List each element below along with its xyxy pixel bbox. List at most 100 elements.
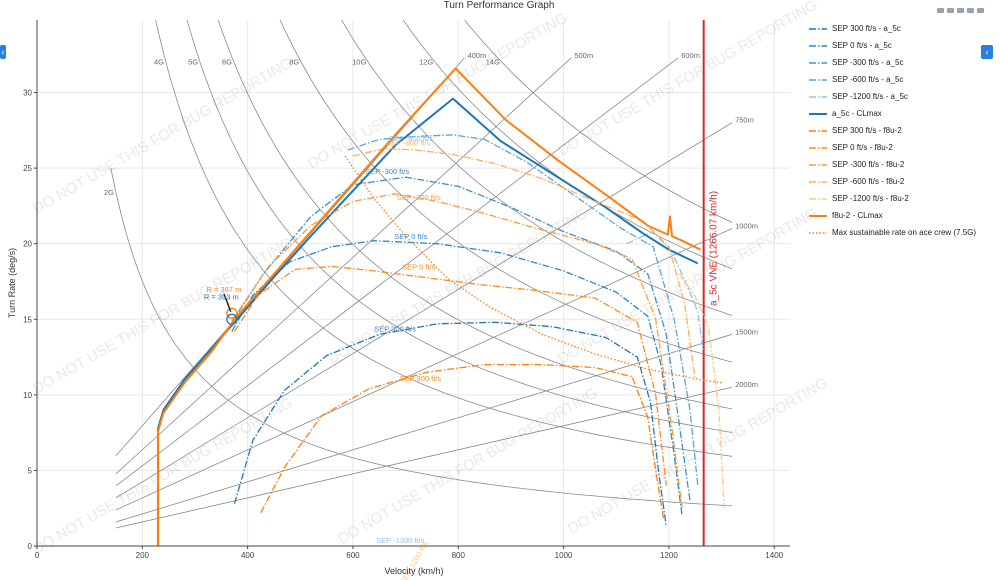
chart-annotation: R = 393 m (204, 293, 239, 302)
chart-annotation: SEP -1200 ft/s (376, 536, 424, 545)
load-factor-line (155, 20, 733, 457)
y-tick-label: 25 (23, 164, 32, 173)
legend-label: SEP -600 ft/s - f8u-2 (832, 177, 905, 186)
watermark-text: DO NOT USE THIS FOR BUG REPORTING (335, 385, 600, 548)
zoom-icon[interactable] (947, 8, 954, 13)
radius-line (115, 57, 465, 457)
legend-label: f8u-2 - CLmax (832, 211, 883, 220)
legend-item[interactable]: SEP -600 ft/s - f8u-2 (808, 175, 998, 192)
legend-item[interactable]: Max sustainable rate on ace crew (7.5G) (808, 226, 998, 243)
chart-title: Turn Performance Graph (444, 0, 555, 11)
point-marker (226, 313, 238, 325)
radius-label: 1500m (735, 327, 758, 336)
legend-item[interactable]: SEP -1200 ft/s - f8u-2 (808, 192, 998, 209)
series-line (231, 193, 683, 509)
y-tick-label: 15 (23, 315, 32, 324)
legend-swatch (809, 147, 827, 149)
x-axis-label: Velocity (km/h) (384, 566, 443, 576)
load-factor-line (341, 20, 733, 316)
legend-swatch (809, 62, 827, 64)
load-factor-label: 14G (486, 57, 500, 66)
load-factor-line (110, 167, 733, 507)
legend-item[interactable]: f8u-2 - CLmax (808, 209, 998, 226)
legend-item[interactable]: SEP -1200 ft/s - a_5c (808, 90, 998, 107)
axes: 0 200 400 600 800 1000 1200 1400 0 5 10 15 20 25 30 (23, 20, 790, 560)
legend: SEP 300 ft/s - a_5c SEP 0 ft/s - a_5c SEP … (808, 22, 998, 243)
series-line (347, 134, 699, 486)
x-tick-label: 800 (452, 551, 466, 560)
chart-annotation: SEP -300 ft/s (397, 193, 441, 202)
legend-label: SEP -1200 ft/s - a_5c (832, 92, 908, 101)
chart-annotation: SEP 0 ft/s (394, 232, 427, 241)
legend-item[interactable]: SEP -600 ft/s - a_5c (808, 73, 998, 90)
legend-swatch (809, 45, 827, 47)
x-tick-label: 400 (241, 551, 255, 560)
load-factor-line (279, 20, 733, 363)
camera-icon[interactable] (937, 8, 944, 13)
radius-line (115, 386, 733, 529)
series-line (626, 230, 704, 350)
reset-icon[interactable] (967, 8, 974, 13)
legend-item[interactable]: SEP -300 ft/s - a_5c (808, 56, 998, 73)
radius-label: 400m (467, 51, 486, 60)
point-marker (226, 307, 238, 319)
legend-swatch (809, 215, 827, 217)
legend-item[interactable]: SEP 300 ft/s - a_5c (808, 22, 998, 39)
legend-swatch (809, 28, 827, 30)
chart-toolbar[interactable] (934, 0, 994, 13)
y-tick-label: 5 (28, 466, 33, 475)
watermark-text: DO NOT USE THIS FOR BUG REPORTING (305, 10, 570, 173)
legend-swatch (809, 96, 827, 98)
chart-annotation: SEP -600 ft/s (389, 134, 433, 143)
chart-annotation: R = 387 m (207, 285, 242, 294)
load-factor-line (464, 20, 733, 223)
legend-label: SEP 0 ft/s - a_5c (832, 41, 892, 50)
legend-label: a_5c - CLmax (832, 109, 882, 118)
load-factor-line (402, 20, 733, 270)
radius-label: 2000m (735, 380, 758, 389)
series-line (233, 321, 667, 527)
legend-item[interactable]: SEP 300 ft/s - f8u-2 (808, 124, 998, 141)
radius-line (115, 57, 572, 475)
series-line (352, 147, 696, 380)
legend-swatch (809, 198, 827, 200)
chart-annotation: SEP -600 ft/s (386, 138, 430, 147)
pan-icon[interactable] (957, 8, 964, 13)
legend-item[interactable]: SEP 0 ft/s - f8u-2 (808, 141, 998, 158)
legend-label: SEP -1200 ft/s - f8u-2 (832, 194, 909, 203)
series-line (231, 240, 683, 516)
load-factor-label: 8G (289, 57, 299, 66)
y-tick-label: 20 (23, 240, 32, 249)
legend-label: SEP 0 ft/s - f8u-2 (832, 143, 893, 152)
y-axis-label: Turn Rate (deg/s) (7, 248, 17, 318)
radius-label: 500m (574, 51, 593, 60)
watermark-text: DO NOT USE THIS FOR BUG REPORTING (30, 235, 295, 398)
chart-annotation: SEP 300 ft/s (400, 374, 442, 383)
load-factor-label: 2G (104, 188, 114, 197)
legend-label: Max sustainable rate on ace crew (7.5G) (832, 228, 977, 237)
annotations: SEP 300 ft/s SEP 0 ft/s SEP -300 ft/s SEP -… (204, 134, 441, 580)
right-nav-tab[interactable]: ‹ (981, 45, 993, 59)
chart-annotation: SEP 0 ft/s (402, 262, 435, 271)
series-line (233, 265, 667, 486)
legend-item[interactable]: a_5c - CLmax (808, 107, 998, 124)
legend-item[interactable]: SEP 0 ft/s - a_5c (808, 39, 998, 56)
series-line (231, 176, 691, 501)
legend-swatch (809, 79, 827, 81)
legend-swatch (809, 232, 827, 234)
left-nav-tab[interactable]: ‹ (0, 45, 6, 59)
load-factor-label: 5G (188, 57, 198, 66)
legend-item[interactable]: SEP -300 ft/s - f8u-2 (808, 158, 998, 175)
x-tick-label: 1000 (555, 551, 573, 560)
legend-label: SEP -600 ft/s - a_5c (832, 75, 904, 84)
chart-annotation: SEP -300 ft/s (365, 167, 409, 176)
radius-line (115, 57, 679, 487)
load-factor-line (186, 20, 733, 433)
watermark-text: DO NOT USE THIS FOR BUG REPORTING (30, 395, 295, 558)
legend-label: SEP -300 ft/s - f8u-2 (832, 160, 905, 169)
autoscale-icon[interactable] (977, 8, 984, 13)
x-tick-label: 200 (136, 551, 150, 560)
legend-swatch (809, 181, 827, 183)
series-line (678, 273, 725, 509)
vne-label: a_5c VNE (1266.07 km/h) (709, 191, 720, 306)
